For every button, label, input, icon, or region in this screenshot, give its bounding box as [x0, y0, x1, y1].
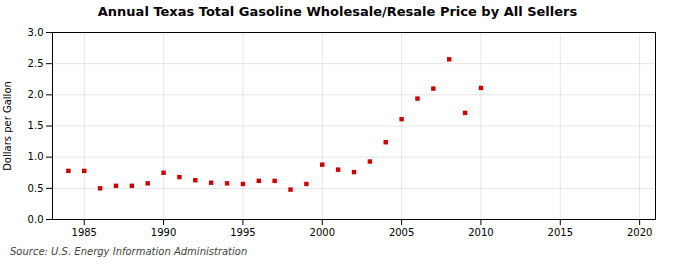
svg-text:1.0: 1.0	[28, 151, 44, 162]
svg-text:1.5: 1.5	[28, 120, 44, 131]
svg-text:2005: 2005	[389, 227, 414, 238]
svg-text:3.0: 3.0	[28, 27, 44, 38]
svg-text:1995: 1995	[230, 227, 255, 238]
svg-text:0.0: 0.0	[28, 214, 44, 225]
svg-text:2015: 2015	[548, 227, 573, 238]
svg-text:Dollars per Gallon: Dollars per Gallon	[2, 81, 13, 171]
svg-text:2000: 2000	[310, 227, 335, 238]
html-text:Source: U.S. Energy Informatio: Source: U.S. Energy Information Administ…	[10, 246, 248, 257]
svg-text:1985: 1985	[72, 227, 97, 238]
svg-text:0.5: 0.5	[28, 183, 44, 194]
svg-text:2.0: 2.0	[28, 89, 44, 100]
svg-text:2.5: 2.5	[28, 58, 44, 69]
svg-text:2010: 2010	[468, 227, 493, 238]
svg-text:2020: 2020	[627, 227, 652, 238]
svg-text:1990: 1990	[151, 227, 176, 238]
html-text:Annual Texas Total Gasoline Wh: Annual Texas Total Gasoline Wholesale/Re…	[97, 4, 578, 19]
